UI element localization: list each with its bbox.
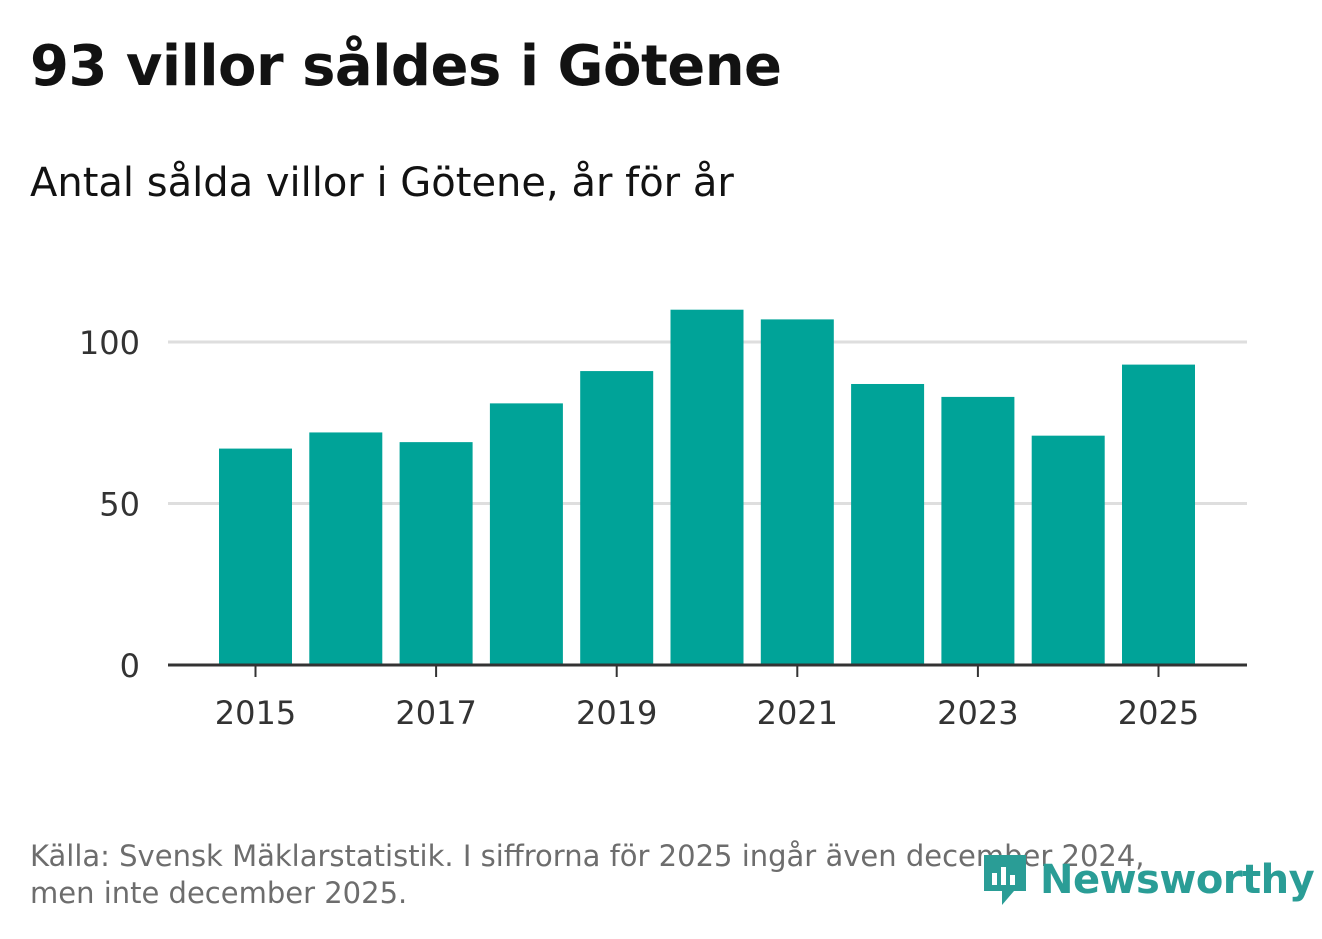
- chart-subtitle: Antal sålda villor i Götene, år för år: [30, 160, 734, 206]
- bar-2017: [399, 442, 473, 665]
- bar-chart: 0 50 100 2015 2017 2019 2021 2023 2025: [79, 309, 1247, 732]
- chart-title: 93 villor såldes i Götene: [30, 34, 782, 99]
- bar-2025: [1122, 364, 1195, 665]
- bar-2022: [851, 383, 925, 665]
- source-note-line-1: Källa: Svensk Mäklarstatistik. I siffror…: [30, 839, 1145, 873]
- bar-2018: [489, 403, 563, 665]
- x-axis-labels: 2015 2017 2019 2021 2023 2025: [215, 694, 1199, 732]
- newsworthy-logo-icon: [984, 855, 1026, 905]
- y-tick-label-50: 50: [99, 486, 140, 524]
- bar-2021: [760, 319, 834, 665]
- bar-2020: [670, 309, 744, 665]
- x-tick-label-2023: 2023: [937, 694, 1018, 732]
- y-axis-labels: 0 50 100: [79, 324, 140, 685]
- x-axis: [168, 663, 1247, 677]
- source-note: Källa: Svensk Mäklarstatistik. I siffror…: [30, 838, 1230, 912]
- x-tick-label-2025: 2025: [1118, 694, 1199, 732]
- newsworthy-logo-text: Newsworthy: [1040, 857, 1315, 903]
- bar-2019: [580, 371, 654, 665]
- newsworthy-logo: Newsworthy: [980, 850, 1315, 910]
- bar-2023: [941, 396, 1015, 665]
- x-tick-label-2021: 2021: [757, 694, 838, 732]
- source-note-line-2: men inte december 2025.: [30, 876, 408, 910]
- bars: [219, 309, 1195, 665]
- y-tick-label-100: 100: [79, 324, 140, 362]
- x-tick-label-2017: 2017: [395, 694, 476, 732]
- x-tick-label-2019: 2019: [576, 694, 657, 732]
- bar-2015: [219, 448, 292, 665]
- x-tick-label-2015: 2015: [215, 694, 296, 732]
- y-tick-label-0: 0: [120, 647, 140, 685]
- bar-2024: [1031, 435, 1105, 665]
- bar-2016: [309, 432, 383, 665]
